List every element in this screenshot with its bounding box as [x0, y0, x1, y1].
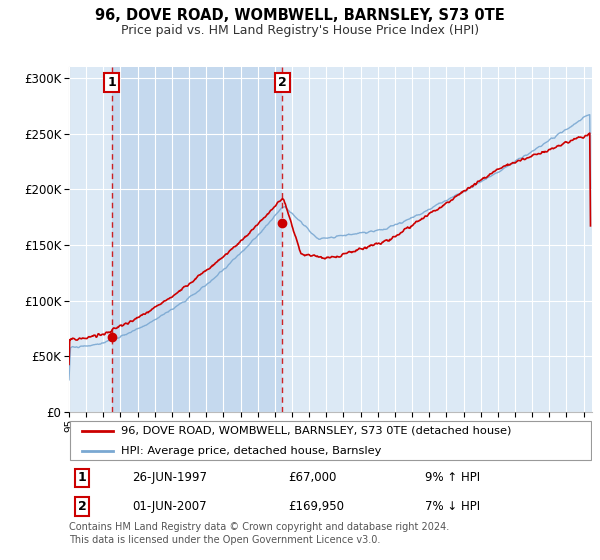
Text: 96, DOVE ROAD, WOMBWELL, BARNSLEY, S73 0TE (detached house): 96, DOVE ROAD, WOMBWELL, BARNSLEY, S73 0…: [121, 426, 512, 436]
Text: 2: 2: [278, 76, 286, 89]
Text: 1: 1: [78, 472, 86, 484]
Text: 7% ↓ HPI: 7% ↓ HPI: [425, 500, 480, 513]
Bar: [112, 67, 282, 412]
Text: 2: 2: [78, 500, 86, 513]
Text: £67,000: £67,000: [289, 472, 337, 484]
Text: 01-JUN-2007: 01-JUN-2007: [132, 500, 206, 513]
Text: Contains HM Land Registry data © Crown copyright and database right 2024.
This d: Contains HM Land Registry data © Crown c…: [69, 522, 449, 545]
Text: 9% ↑ HPI: 9% ↑ HPI: [425, 472, 480, 484]
FancyBboxPatch shape: [70, 421, 590, 460]
Text: HPI: Average price, detached house, Barnsley: HPI: Average price, detached house, Barn…: [121, 446, 382, 456]
Text: 26-JUN-1997: 26-JUN-1997: [132, 472, 207, 484]
Text: 96, DOVE ROAD, WOMBWELL, BARNSLEY, S73 0TE: 96, DOVE ROAD, WOMBWELL, BARNSLEY, S73 0…: [95, 8, 505, 24]
Text: £169,950: £169,950: [289, 500, 345, 513]
Text: Price paid vs. HM Land Registry's House Price Index (HPI): Price paid vs. HM Land Registry's House …: [121, 24, 479, 36]
Text: 1: 1: [107, 76, 116, 89]
